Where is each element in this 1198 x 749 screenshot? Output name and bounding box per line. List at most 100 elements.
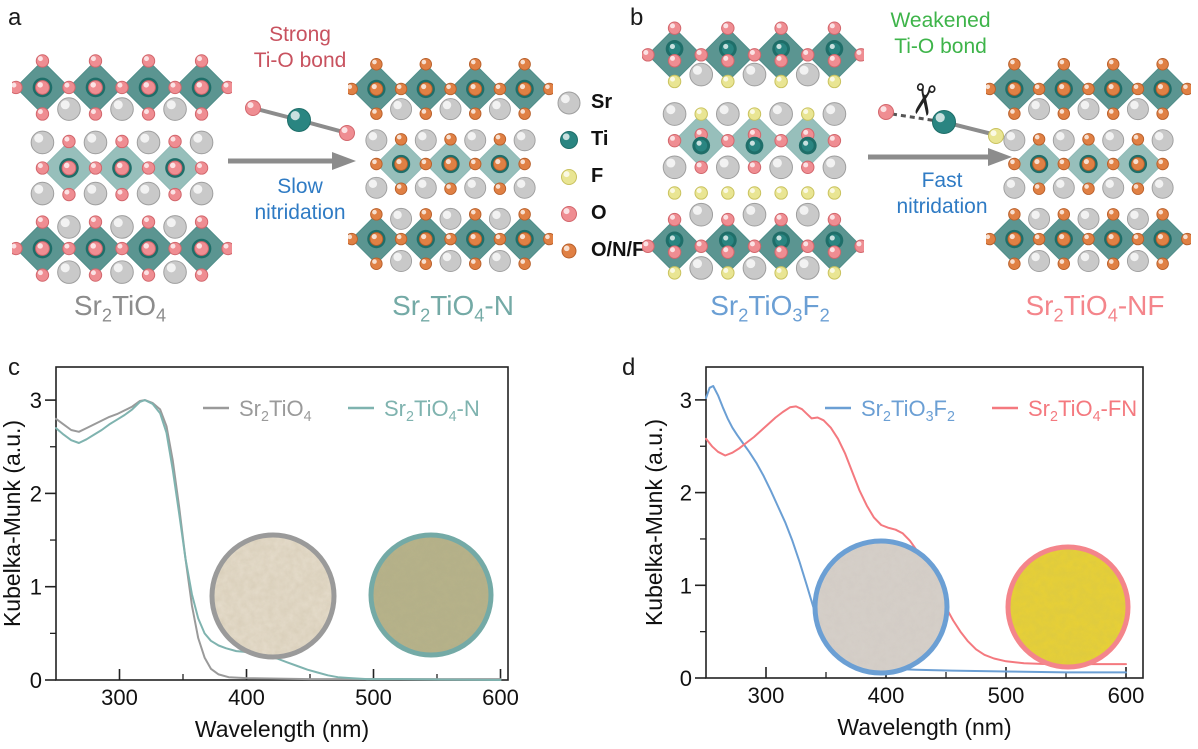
anion-atom: [12, 80, 23, 95]
sr-atom: [662, 155, 687, 180]
x-tick-label: 300: [101, 685, 138, 710]
o-atom: [774, 212, 788, 227]
anion-atom: [88, 107, 103, 121]
ti-atom: [720, 42, 735, 56]
chart-legend-label: Sr2TiO4: [239, 396, 312, 425]
sr-atom: [110, 215, 134, 239]
anion-atom: [115, 187, 129, 202]
f-atom: [801, 186, 815, 200]
sr-atom: [136, 181, 161, 206]
anion-atom: [1156, 208, 1169, 221]
sr-atom: [365, 129, 388, 152]
anion-atom: [1057, 58, 1071, 71]
anion-atom: [468, 58, 482, 71]
anion-atom: [518, 208, 531, 221]
center-anion: [394, 157, 408, 171]
o-atom: [694, 48, 708, 62]
o-atom: [801, 48, 815, 62]
sr-atom: [57, 97, 81, 121]
sr-atom: [1102, 176, 1125, 199]
o-atom: [827, 245, 842, 259]
atom-legend-label: O: [591, 202, 607, 224]
sr-atom: [742, 62, 767, 87]
f-atom: [827, 266, 842, 280]
panel-letter-b: b: [630, 4, 644, 31]
sr-atom: [742, 202, 767, 227]
anion-atom: [194, 161, 209, 175]
anion-atom: [370, 157, 383, 171]
anion-atom: [493, 232, 507, 246]
reaction-arrow: [228, 152, 356, 170]
center-anion: [141, 241, 156, 256]
center-anion: [141, 80, 156, 95]
process-text-line2: nitridation: [896, 195, 988, 218]
uv-vis-spectrum-chart-d: 300 400 500 600 0 1 2 3 Wavelength (nm) Kubelka-M…: [641, 366, 1144, 740]
ti-atom: [667, 42, 682, 56]
center-anion: [517, 82, 532, 96]
sr-atom: [1126, 98, 1149, 121]
anion-atom: [88, 268, 103, 282]
sr-atom: [1028, 207, 1051, 230]
f-atom: [827, 74, 842, 89]
center-anion: [88, 241, 103, 256]
anion-atom: [1008, 157, 1021, 171]
center-anion: [1106, 232, 1121, 246]
o-atom: [721, 133, 735, 148]
atom-sphere-icon: [560, 130, 578, 149]
anion-atom: [168, 134, 182, 149]
anion-atom: [518, 257, 531, 270]
f-atom: [667, 186, 682, 200]
anion-atom: [1156, 257, 1169, 270]
sr-atom: [1151, 176, 1174, 199]
crystal-structure-sr2tio4-nf: [986, 58, 1191, 272]
center-anion: [167, 160, 183, 176]
anion-atom: [35, 54, 50, 68]
atom-legend-label: F: [591, 165, 604, 187]
center-anion: [194, 241, 209, 256]
sr-atom: [390, 207, 413, 230]
o-atom: [878, 104, 894, 120]
o-atom: [801, 160, 815, 175]
anion-atom: [35, 107, 50, 121]
ti-atom: [827, 42, 842, 56]
sr-atom: [1052, 129, 1075, 152]
o-atom: [667, 212, 682, 227]
sr-atom: [30, 130, 55, 155]
process-text-line1: Slow: [277, 175, 323, 198]
sr-atom: [1077, 250, 1100, 272]
chart-legend-label: Sr2TiO4-FN: [1028, 396, 1137, 425]
center-anion: [443, 157, 458, 171]
formula-label-sr2tio4-nf: Sr2TiO4-NF: [1025, 290, 1165, 326]
anion-atom: [518, 157, 531, 171]
o-atom: [694, 239, 708, 253]
o-atom: [694, 160, 708, 175]
anion-atom: [1008, 107, 1021, 120]
atom-legend: Sr Ti F O O/N/F: [556, 84, 644, 269]
sr-atom: [464, 176, 487, 199]
o-atom: [747, 48, 762, 62]
anion-atom: [115, 241, 129, 256]
center-anion: [468, 232, 483, 246]
center-anion: [1056, 82, 1071, 96]
uv-vis-spectrum-chart-c: 300 400 500 600 0 1 2 3 Wavelength (nm) Kubelka-M…: [0, 366, 519, 742]
bond-strength-text-b: Weakened Ti-O bond: [868, 8, 1013, 60]
sr-atom: [513, 176, 536, 199]
anion-atom: [35, 161, 50, 175]
sr-atom: [439, 207, 462, 230]
sr-atom: [822, 155, 847, 180]
anion-atom: [543, 232, 553, 246]
powder-photo-border: [812, 538, 950, 676]
f-atom: [747, 107, 762, 121]
formula-label-sr2tio3f2: Sr2TiO3F2: [710, 290, 830, 326]
center-anion: [35, 80, 50, 95]
anion-atom: [141, 54, 156, 68]
anion-atom: [468, 157, 482, 171]
powder-photo-border: [209, 532, 337, 660]
sr-atom: [189, 181, 214, 206]
sr-atom: [30, 181, 55, 206]
anion-atom: [1106, 107, 1120, 120]
f-atom: [801, 107, 815, 121]
sr-atom: [795, 202, 820, 227]
anion-atom: [394, 133, 408, 146]
anion-atom: [221, 80, 232, 95]
